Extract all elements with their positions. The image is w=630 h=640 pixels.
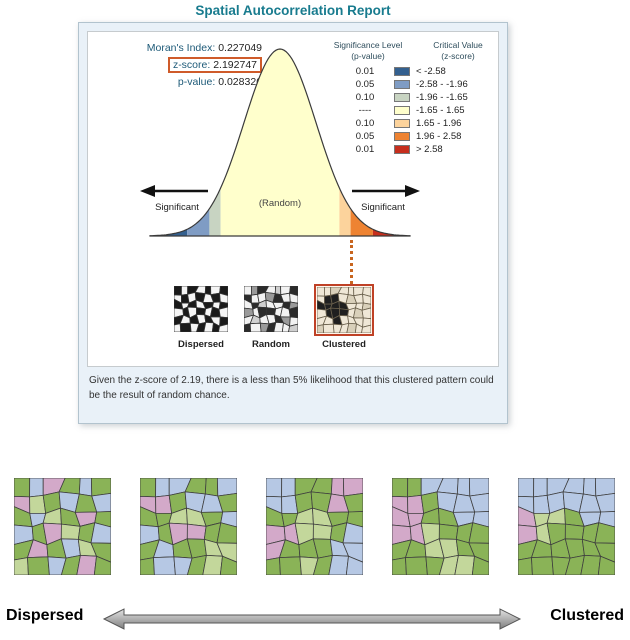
clustered-pattern-thumbnail-highlighted — [314, 284, 374, 336]
pattern-map-4 — [392, 478, 489, 575]
critical-value-header-text: Critical Value — [433, 40, 483, 50]
scale-label-clustered: Clustered — [550, 607, 624, 624]
legend-color-swatch — [394, 93, 410, 103]
statistics-block: Moran's Index: 0.227049 z-score: 2.19274… — [90, 40, 262, 90]
bell-outline — [149, 48, 411, 237]
critical-value-subheader: (z-score) — [441, 50, 475, 61]
random-label: (Random) — [259, 198, 301, 209]
legend-headers: Significance Level (p-value) Critical Va… — [328, 40, 498, 61]
legend-color-swatch — [394, 119, 410, 129]
report-panel: Moran's Index: 0.227049 z-score: 2.19274… — [87, 31, 499, 367]
dispersed-clustered-arrow-icon — [102, 608, 522, 630]
pattern-gradient-maps — [14, 478, 615, 575]
legend-color-swatch — [394, 80, 410, 90]
legend-zrange: -1.65 - 1.65 — [416, 105, 465, 117]
significant-arrow-right-icon — [352, 185, 420, 197]
legend-color-swatch — [394, 132, 410, 142]
significant-arrow-left-icon — [140, 185, 208, 197]
legend-pvalue: ---- — [358, 105, 372, 117]
pattern-map-5-clustered — [518, 478, 615, 575]
significance-level-header: Significance Level (p-value) — [328, 40, 408, 61]
normal-distribution-curve: Significant Significant (Random) — [140, 48, 420, 237]
legend-color-swatch — [394, 106, 410, 116]
pvalue-label: p-value: — [177, 76, 216, 88]
significant-label-left: Significant — [155, 202, 199, 213]
legend-pvalue: 0.10 — [355, 118, 375, 130]
legend-row: 0.05 -2.58 - -1.96 — [328, 78, 498, 91]
legend-zrange: > 2.58 — [416, 144, 443, 156]
clustered-thumbnail-label: Clustered — [322, 339, 366, 350]
morans-index-value: 0.227049 — [218, 42, 262, 54]
critical-value-header: Critical Value (z-score) — [418, 40, 498, 61]
legend-pvalue: 0.01 — [355, 144, 375, 156]
legend-color-swatch — [394, 145, 410, 155]
pattern-map-1-dispersed — [14, 478, 111, 575]
legend-zrange: 1.65 - 1.96 — [416, 118, 462, 130]
significance-level-header-text: Significance Level — [333, 40, 403, 50]
pattern-map-2 — [140, 478, 237, 575]
legend-zrange: -2.58 - -1.96 — [416, 79, 468, 91]
legend-row: 0.05 1.96 - 2.58 — [328, 130, 498, 143]
legend-pvalue: 0.10 — [355, 92, 375, 104]
legend-pvalue: 0.05 — [355, 131, 375, 143]
legend-row: 0.10 -1.96 - -1.65 — [328, 91, 498, 104]
zscore-highlight-box: z-score: 2.192747 — [167, 57, 262, 73]
legend-pvalue: 0.05 — [355, 79, 375, 91]
random-thumbnail-label: Random — [252, 339, 290, 350]
legend-row: ---- -1.65 - 1.65 — [328, 104, 498, 117]
random-pattern-thumbnail — [243, 285, 299, 337]
legend-zrange: < -2.58 — [416, 66, 446, 78]
zscore-row: z-score: 2.192747 — [90, 56, 262, 74]
legend-zrange: 1.96 - 2.58 — [416, 131, 462, 143]
significant-label-right: Significant — [361, 202, 405, 213]
legend-zrange: -1.96 - -1.65 — [416, 92, 468, 104]
legend-row: 0.10 1.65 - 1.96 — [328, 117, 498, 130]
morans-index-label: Moran's Index: — [146, 42, 216, 54]
dispersed-thumbnail-label: Dispersed — [178, 339, 224, 350]
dotted-connector-line — [350, 240, 353, 284]
zscore-value: 2.192747 — [213, 59, 257, 71]
scale-label-dispersed: Dispersed — [6, 607, 84, 624]
pvalue-row: p-value: 0.028326 — [90, 76, 262, 88]
legend-row: 0.01 > 2.58 — [328, 143, 498, 156]
zscore-label: z-score: — [172, 59, 211, 71]
pvalue-value: 0.028326 — [218, 76, 262, 88]
legend-pvalue: 0.01 — [355, 66, 375, 78]
significance-legend: Significance Level (p-value) Critical Va… — [328, 40, 498, 156]
pattern-map-3 — [266, 478, 363, 575]
legend-row: 0.01 < -2.58 — [328, 65, 498, 78]
dispersed-pattern-thumbnail — [173, 285, 229, 337]
spatial-autocorrelation-report-window: Moran's Index: 0.227049 z-score: 2.19274… — [78, 22, 508, 424]
morans-index-row: Moran's Index: 0.227049 — [90, 42, 262, 54]
significance-level-subheader: (p-value) — [351, 50, 385, 61]
report-title: Spatial Autocorrelation Report — [195, 3, 391, 18]
report-caption: Given the z-score of 2.19, there is a le… — [89, 375, 494, 401]
legend-color-swatch — [394, 67, 410, 77]
